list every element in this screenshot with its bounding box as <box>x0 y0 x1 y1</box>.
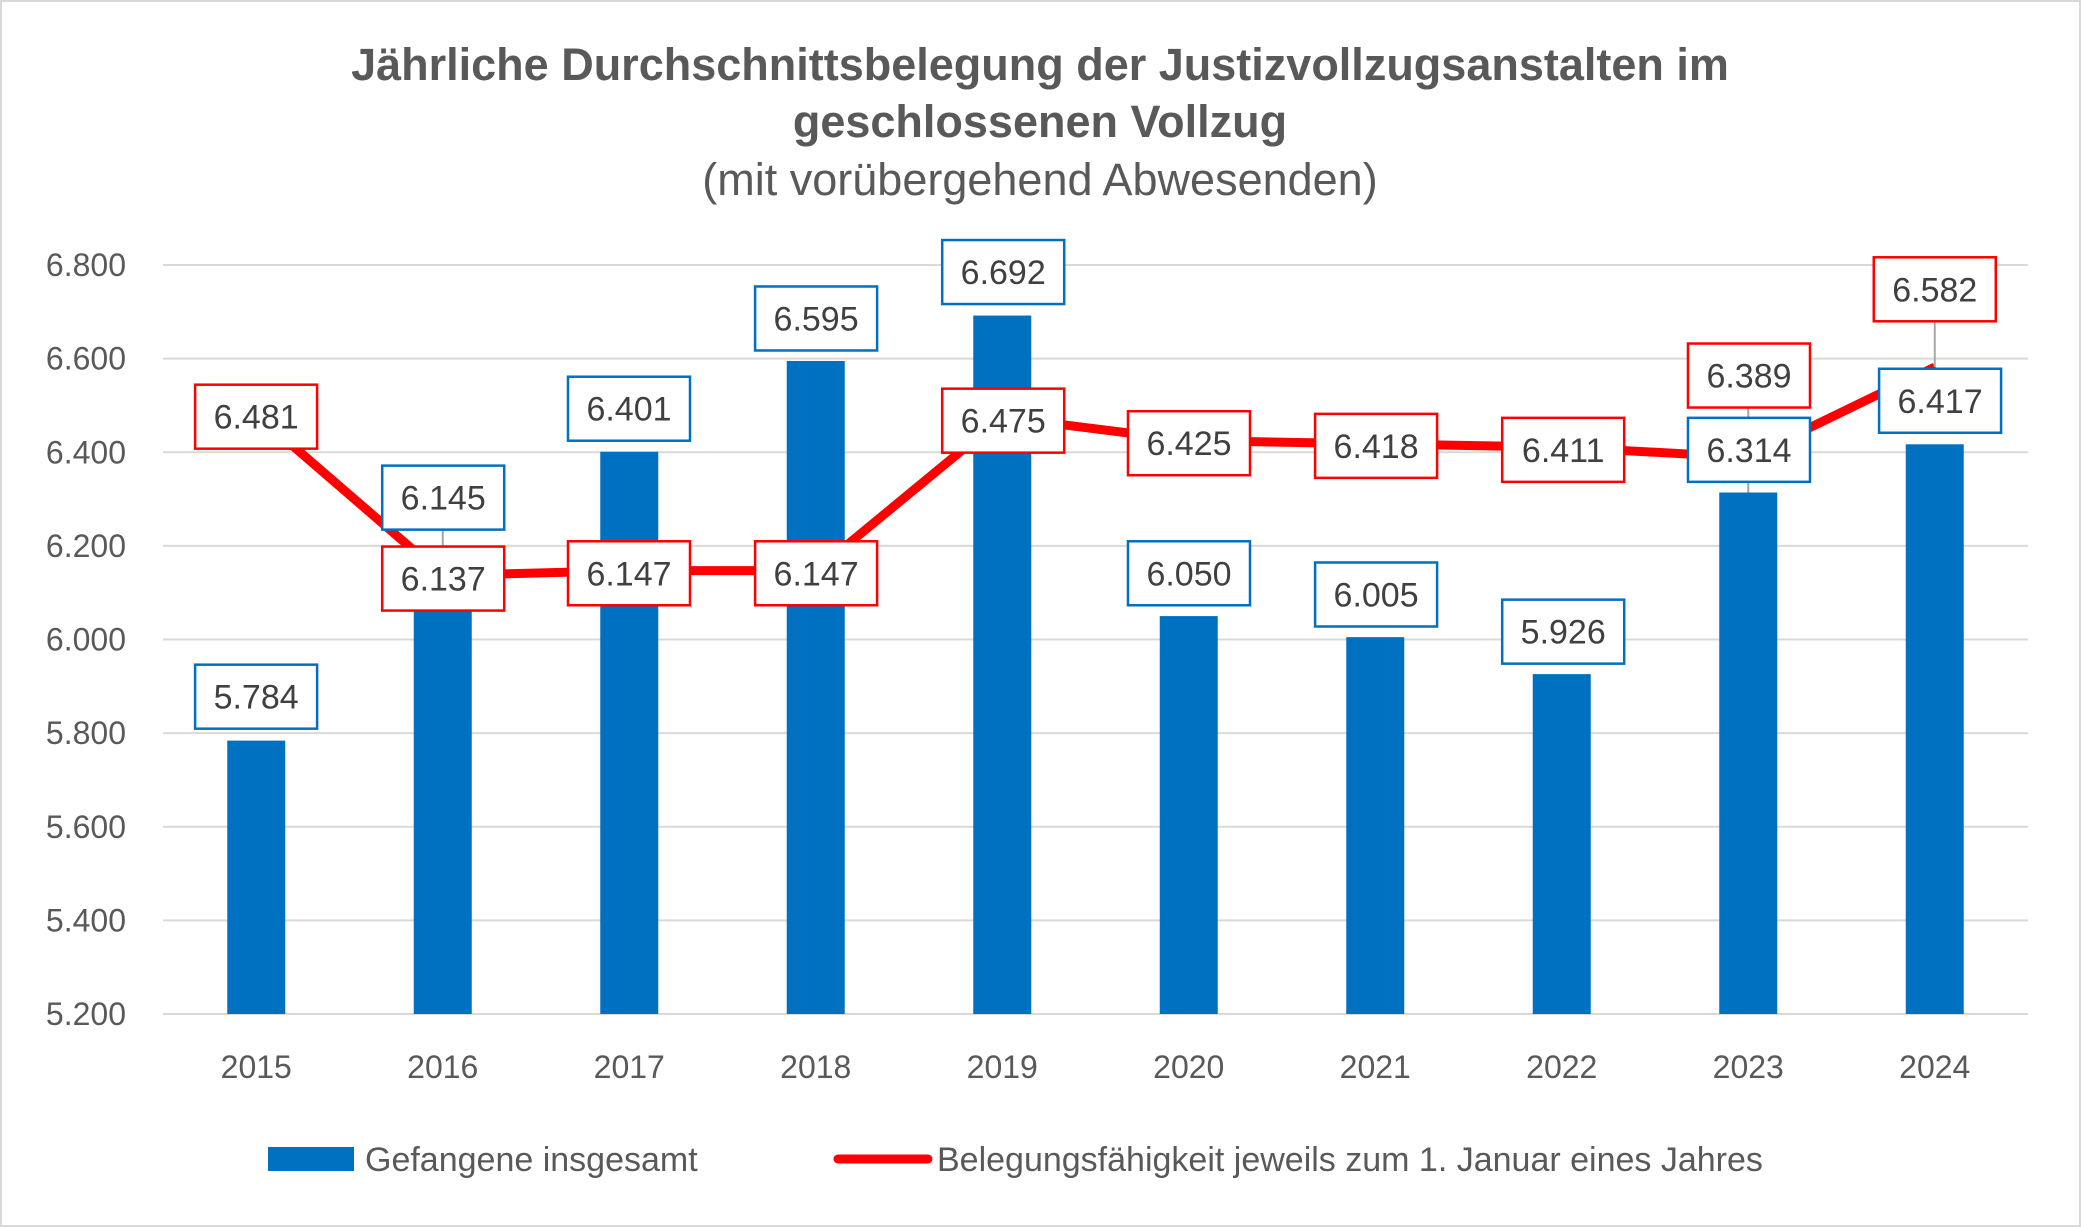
x-tick-label: 2017 <box>594 1049 665 1085</box>
line-data-label-box <box>1686 342 1812 409</box>
chart-subtitle: (mit vorübergehend Abwesenden) <box>702 154 1377 205</box>
chart-title-line-2: geschlossenen Vollzug <box>793 96 1287 147</box>
y-tick-label: 6.000 <box>46 622 126 658</box>
x-tick-label: 2016 <box>407 1049 478 1085</box>
x-tick-label: 2019 <box>967 1049 1038 1085</box>
line-data-label: 6.147 <box>586 555 671 593</box>
bar-2023 <box>1719 492 1778 1014</box>
line-data-label-box <box>1500 416 1626 484</box>
line-data-label: 6.418 <box>1334 428 1419 466</box>
legend: Gefangene insgesamt Belegungsfähigkeit j… <box>268 1141 1763 1179</box>
bar-data-label-box <box>380 464 506 531</box>
x-tick-label: 2023 <box>1713 1049 1784 1085</box>
bar-data-label-box <box>1877 367 2003 435</box>
bar-data-label-box <box>1313 561 1439 628</box>
bar-data-label: 6.314 <box>1706 432 1791 470</box>
x-tick-label: 2021 <box>1340 1049 1411 1085</box>
y-tick-label: 5.600 <box>46 809 126 845</box>
bar-data-label-box <box>1500 598 1626 665</box>
bar-2020 <box>1159 616 1218 1014</box>
bar-2017 <box>600 451 659 1014</box>
bar-data-label-box <box>1686 416 1812 484</box>
line-data-label-box <box>566 540 692 607</box>
line-data-label-box <box>940 387 1066 454</box>
line-data-label: 6.137 <box>401 561 486 599</box>
bar-data-label: 6.050 <box>1146 555 1231 593</box>
bar-data-label: 6.692 <box>961 254 1046 292</box>
y-tick-label: 5.800 <box>46 715 126 751</box>
legend-swatch-bars <box>268 1147 354 1171</box>
chart-title-line-1: Jährliche Durchschnittsbelegung der Just… <box>351 39 1729 90</box>
y-tick-label: 6.600 <box>46 341 126 377</box>
y-tick-label: 5.200 <box>46 996 126 1032</box>
bar-data-label: 5.784 <box>214 679 299 717</box>
x-tick-label: 2020 <box>1153 1049 1224 1085</box>
bar-data-label: 6.005 <box>1334 576 1419 614</box>
line-data-label: 6.475 <box>961 403 1046 441</box>
bar-data-label: 5.926 <box>1521 614 1606 652</box>
y-tick-label: 6.200 <box>46 528 126 564</box>
bar-2021 <box>1346 637 1405 1014</box>
line-data-label-box <box>1126 409 1252 477</box>
line-data-label-box <box>1872 256 1998 323</box>
bar-2018 <box>786 360 845 1014</box>
bar-2016 <box>413 571 472 1014</box>
bar-data-label-box <box>566 375 692 442</box>
bar-data-label: 6.401 <box>586 391 671 429</box>
line-data-label: 6.389 <box>1706 358 1791 396</box>
bar-data-label: 6.595 <box>774 300 859 338</box>
line-data-label: 6.425 <box>1146 425 1231 463</box>
line-data-label-box <box>193 383 319 450</box>
x-tick-label: 2022 <box>1526 1049 1597 1085</box>
legend-label-bars: Gefangene insgesamt <box>365 1141 698 1179</box>
x-tick-label: 2018 <box>780 1049 851 1085</box>
bar-data-label-box <box>1126 540 1252 607</box>
bar-2024 <box>1905 444 1964 1014</box>
bar-2015 <box>227 740 286 1014</box>
line-data-label: 6.147 <box>774 555 859 593</box>
line-data-label-box <box>380 545 506 612</box>
y-tick-label: 6.400 <box>46 434 126 470</box>
bar-data-label: 6.145 <box>401 480 486 518</box>
y-tick-label: 5.400 <box>46 902 126 938</box>
line-data-label: 6.481 <box>214 399 299 437</box>
x-tick-label: 2024 <box>1899 1049 1970 1085</box>
legend-label-line: Belegungsfähigkeit jeweils zum 1. Januar… <box>937 1141 1763 1179</box>
x-tick-label: 2015 <box>221 1049 292 1085</box>
y-tick-label: 6.800 <box>46 247 126 283</box>
bar-2022 <box>1532 674 1591 1014</box>
bar-data-label-box <box>753 285 879 352</box>
line-data-label: 6.582 <box>1892 271 1977 309</box>
bar-data-label: 6.417 <box>1898 383 1983 421</box>
line-data-label-box <box>1313 412 1439 480</box>
line-series <box>253 363 1937 580</box>
line-data-label: 6.411 <box>1522 432 1605 470</box>
bar-data-label-box <box>193 663 319 730</box>
bar-data-label-box <box>940 238 1066 306</box>
line-data-label-box <box>753 540 879 607</box>
